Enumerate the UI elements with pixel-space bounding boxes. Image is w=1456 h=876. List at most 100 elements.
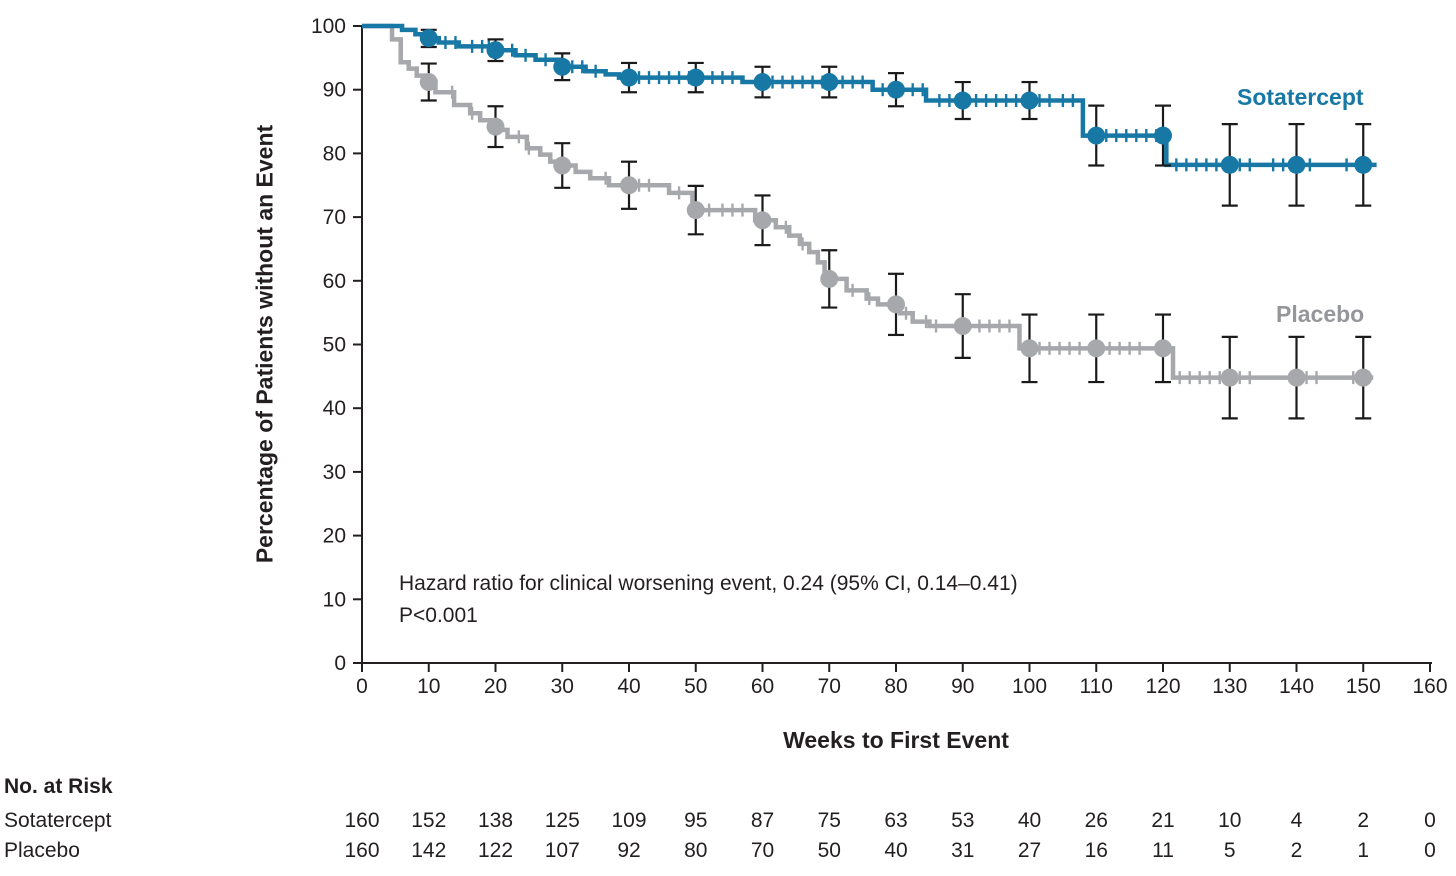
- x-tick-label: 20: [484, 675, 507, 698]
- data-point: [686, 68, 705, 87]
- hazard-ratio-annotation: Hazard ratio for clinical worsening even…: [399, 572, 1018, 595]
- tick-marks: [353, 25, 1431, 672]
- x-tick-label: 60: [751, 675, 774, 698]
- risk-value: 0: [1424, 839, 1436, 862]
- risk-value: 63: [884, 809, 908, 832]
- x-tick-label: 90: [951, 675, 974, 698]
- tick-labels: 0 10 20 30 40 50 60 70 80 90 100 0 10 20 30 40 50 60 70 80 9…: [311, 15, 1448, 698]
- risk-value: 87: [750, 809, 775, 832]
- x-tick-label: 80: [884, 675, 907, 698]
- data-point: [486, 117, 505, 136]
- risk-value: 10: [1218, 809, 1242, 832]
- data-point: [820, 269, 839, 288]
- series-curve-sotatercept: [362, 23, 1377, 172]
- risk-value: 107: [544, 839, 580, 862]
- data-point: [1087, 339, 1106, 358]
- risk-value: 142: [411, 839, 447, 862]
- x-tick-label: 160: [1412, 675, 1447, 698]
- risk-value: 40: [1017, 809, 1042, 832]
- x-tick-label: 10: [417, 675, 440, 698]
- data-point: [1220, 368, 1239, 387]
- data-point: [1087, 126, 1106, 145]
- p-value-annotation: P<0.001: [399, 604, 478, 627]
- risk-value: 75: [817, 809, 841, 832]
- risk-value: 95: [684, 809, 708, 832]
- x-tick-label: 110: [1080, 675, 1113, 698]
- risk-row-label-placebo: Placebo: [4, 839, 80, 862]
- x-tick-label: 120: [1145, 675, 1180, 698]
- risk-value: 80: [684, 839, 708, 862]
- data-point: [553, 156, 572, 175]
- y-tick-label: 80: [323, 142, 346, 165]
- risk-value: 122: [477, 839, 514, 862]
- data-point: [887, 295, 905, 314]
- x-tick-label: 70: [818, 675, 841, 698]
- data-point: [620, 176, 638, 195]
- series-markers-sotatercept: [419, 29, 1373, 174]
- y-tick-label: 70: [323, 206, 346, 229]
- risk-value: 21: [1151, 809, 1175, 832]
- risk-value: 160: [344, 809, 380, 832]
- risk-value: 16: [1084, 839, 1108, 862]
- risk-value: 109: [611, 809, 647, 832]
- data-point: [686, 201, 705, 220]
- data-point: [620, 68, 638, 87]
- data-point: [553, 57, 572, 76]
- x-axis-title: Weeks to First Event: [783, 727, 1009, 753]
- risk-value: 31: [951, 839, 975, 862]
- risk-value: 160: [344, 839, 380, 862]
- risk-row-label-sotatercept: Sotatercept: [4, 809, 112, 832]
- y-tick-label: 90: [323, 79, 346, 102]
- risk-value: 26: [1084, 809, 1108, 832]
- x-tick-label: 100: [1012, 675, 1047, 698]
- data-point: [1154, 339, 1172, 358]
- data-point: [419, 73, 438, 92]
- data-point: [753, 73, 772, 92]
- data-point: [1020, 339, 1039, 358]
- risk-value: 5: [1223, 839, 1236, 862]
- series-curve-placebo: [362, 23, 1374, 385]
- data-point: [1287, 368, 1306, 387]
- risk-value: 70: [750, 839, 775, 862]
- data-point: [887, 80, 905, 99]
- x-tick-label: 30: [551, 675, 574, 698]
- data-point: [419, 29, 438, 48]
- risk-value: 2: [1357, 809, 1370, 832]
- data-point: [1354, 155, 1373, 174]
- risk-value: 27: [1017, 839, 1042, 862]
- risk-value: 2: [1290, 839, 1303, 862]
- axes: [361, 26, 1432, 664]
- risk-value: 152: [411, 809, 447, 832]
- y-tick-label: 0: [334, 652, 346, 675]
- series-label-placebo: Placebo: [1276, 301, 1365, 327]
- y-tick-label: 50: [323, 334, 346, 357]
- y-axis-title: Percentage of Patients without an Event: [251, 124, 278, 564]
- y-tick-label: 10: [323, 588, 346, 611]
- risk-value: 1: [1357, 839, 1370, 862]
- risk-value: 40: [884, 839, 908, 862]
- risk-table-title: No. at Risk: [4, 775, 113, 798]
- y-tick-label: 100: [311, 15, 346, 38]
- risk-value: 0: [1424, 809, 1436, 832]
- x-tick-label: 130: [1212, 675, 1247, 698]
- risk-value: 53: [951, 809, 975, 832]
- series-label-sotatercept: Sotatercept: [1237, 84, 1364, 110]
- data-point: [1287, 155, 1306, 174]
- x-tick-label: 50: [684, 675, 707, 698]
- series-markers-placebo: [419, 73, 1373, 387]
- y-tick-label: 20: [323, 525, 346, 548]
- y-tick-label: 40: [323, 397, 346, 420]
- data-point: [1154, 126, 1172, 145]
- y-tick-label: 30: [323, 461, 346, 484]
- data-point: [1020, 91, 1039, 110]
- risk-value: 138: [477, 809, 514, 832]
- data-point: [953, 317, 972, 336]
- x-tick-label: 140: [1279, 675, 1314, 698]
- x-tick-label: 0: [356, 675, 368, 698]
- data-point: [820, 73, 839, 92]
- risk-value: 4: [1290, 809, 1303, 832]
- data-point: [1354, 368, 1373, 387]
- data-point: [753, 211, 772, 230]
- risk-value: 50: [817, 839, 841, 862]
